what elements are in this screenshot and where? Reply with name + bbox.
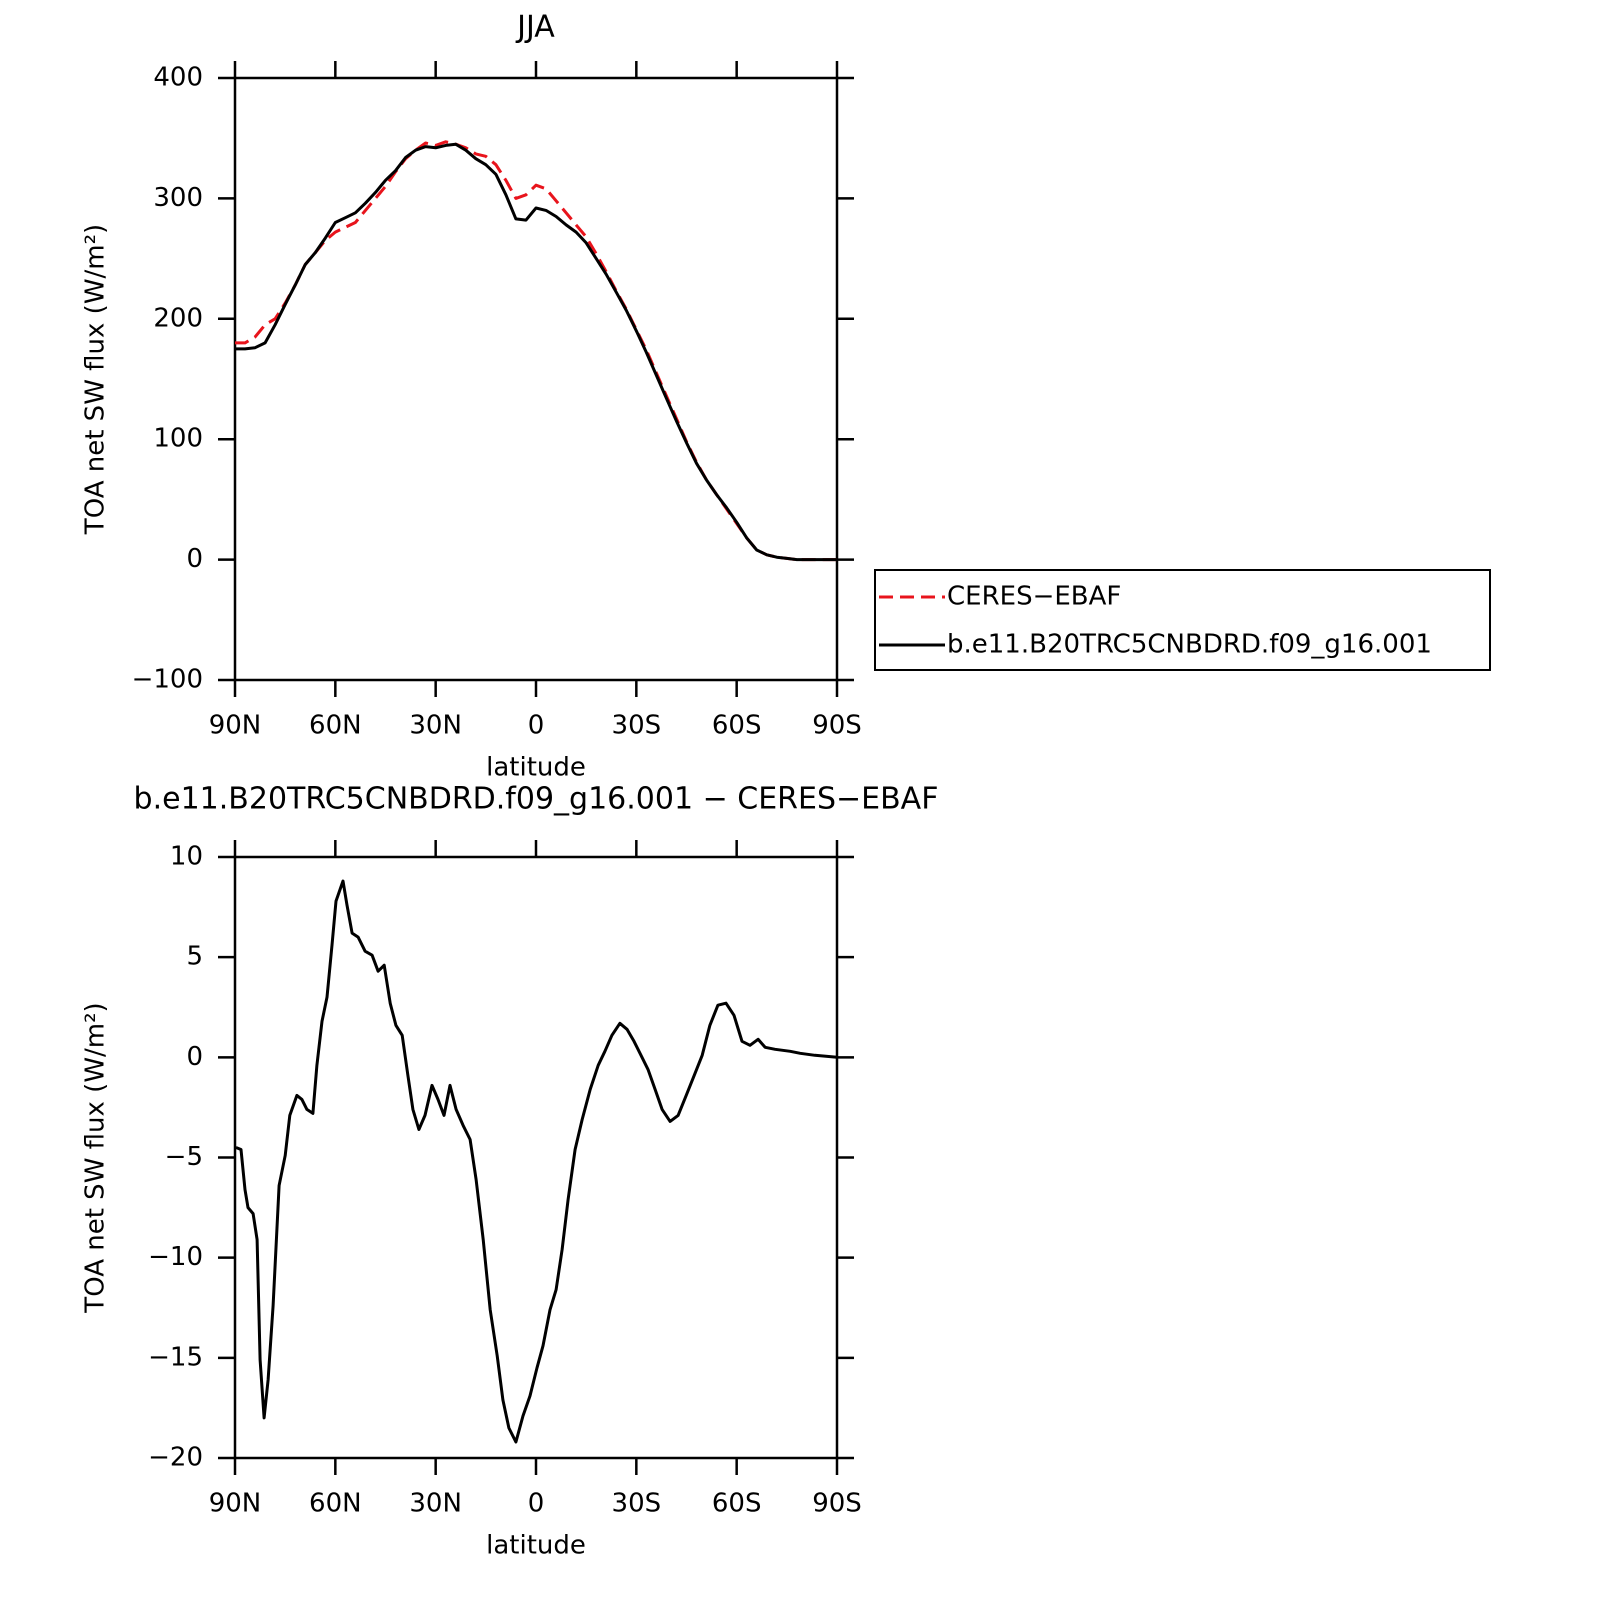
y-tick-label: −10 [148,1242,203,1272]
y-tick-label: 10 [170,842,203,872]
series-line [235,142,837,562]
y-axis-label: TOA net SW flux (W/m²) [81,224,111,535]
y-tick-label: 0 [186,1042,203,1072]
y-tick-label: 200 [153,303,203,333]
x-tick-label: 90S [812,711,862,741]
chart-title: b.e11.B20TRC5CNBDRD.f09_g16.001 − CERES−… [134,782,939,817]
y-tick-label: −100 [132,665,203,695]
x-tick-label: 60S [712,711,762,741]
y-tick-label: 100 [153,424,203,454]
x-tick-label: 60N [309,1489,362,1519]
x-tick-label: 30N [409,711,462,741]
series-line [235,879,838,1444]
legend-box [874,569,1491,671]
x-tick-label: 90S [812,1489,862,1519]
plot-frame [233,76,839,682]
x-tick-label: 30S [612,711,662,741]
x-axis-label: latitude [486,1531,586,1561]
y-tick-label: −20 [148,1443,203,1473]
x-tick-label: 90N [209,711,262,741]
legend-label: b.e11.B20TRC5CNBDRD.f09_g16.001 [947,630,1432,660]
legend-label: CERES−EBAF [947,582,1121,612]
x-tick-label: 60S [712,1489,762,1519]
x-tick-label: 0 [528,711,545,741]
x-axis-label: latitude [486,753,586,783]
x-tick-label: 30N [409,1489,462,1519]
y-tick-label: 0 [186,544,203,574]
y-tick-label: −5 [165,1142,203,1172]
y-tick-label: −15 [148,1342,203,1372]
y-tick-label: 400 [153,63,203,93]
chart-title: JJA [515,10,555,45]
series-line [235,140,837,562]
y-tick-label: 300 [153,183,203,213]
x-tick-label: 90N [209,1489,262,1519]
x-tick-label: 0 [528,1489,545,1519]
y-tick-label: 5 [186,942,203,972]
x-tick-label: 30S [612,1489,662,1519]
y-axis-label: TOA net SW flux (W/m²) [81,1002,111,1313]
x-tick-label: 60N [309,711,362,741]
